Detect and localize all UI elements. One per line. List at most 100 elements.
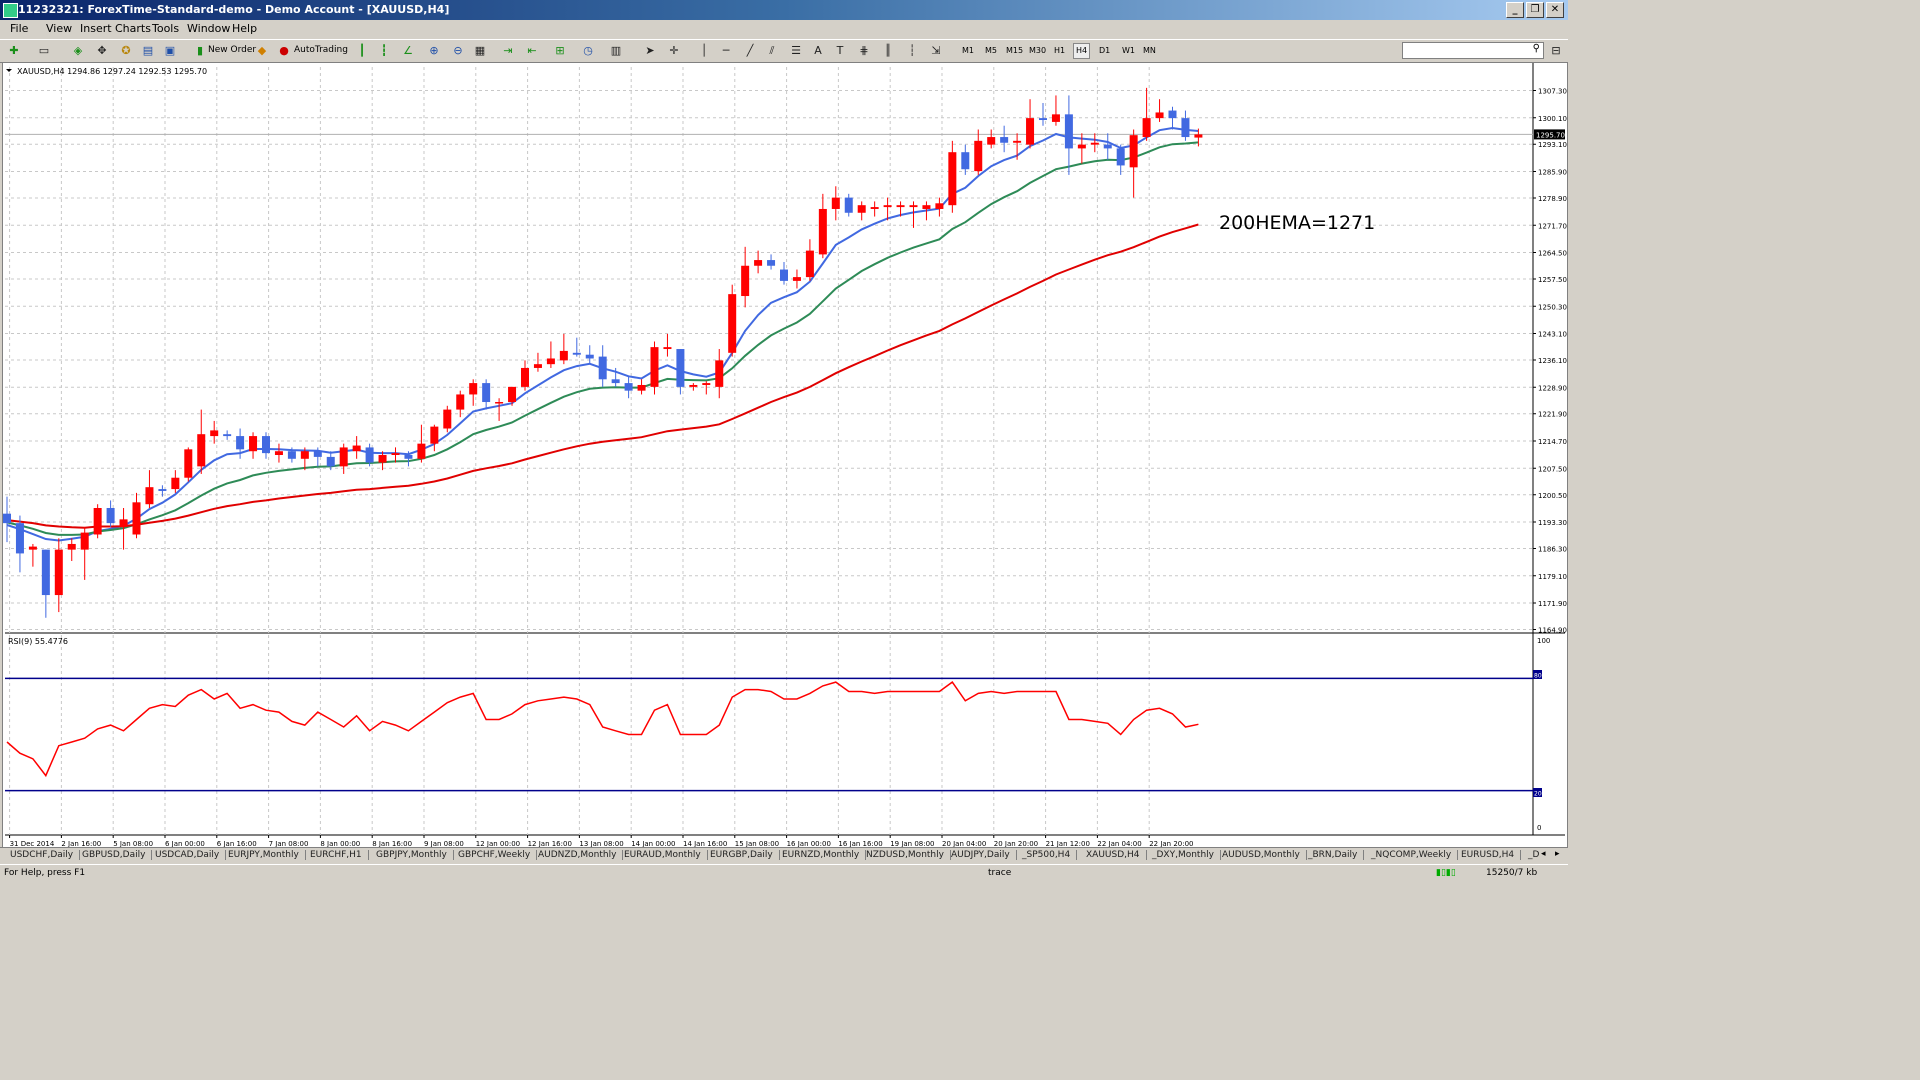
timeframe-h4[interactable]: H4 <box>1073 43 1091 59</box>
community-icon[interactable]: ⊟ <box>1551 44 1561 57</box>
horizontal-line-icon[interactable]: ─ <box>722 44 730 57</box>
tab-eurusd-h4[interactable]: EURUSD,H4 <box>1455 850 1522 860</box>
menu-charts[interactable]: Charts <box>115 22 151 35</box>
trendline-icon[interactable]: ╱ <box>746 44 754 57</box>
cursor-icon[interactable]: ➤ <box>645 44 655 57</box>
tab-usdchf-daily[interactable]: USDCHF,Daily <box>4 850 81 860</box>
minimize-button[interactable]: _ <box>1506 2 1524 18</box>
price-tick-label: 1293.10 <box>1538 141 1567 149</box>
zoom-out-icon[interactable]: ⊖ <box>453 44 463 57</box>
tabs-scroll-left-icon[interactable]: ◂ <box>1541 849 1546 859</box>
data-window-icon[interactable]: ✥ <box>97 44 107 57</box>
new-order-button[interactable]: New Order <box>208 45 257 55</box>
chart-shift-icon[interactable]: ⇤ <box>527 44 537 57</box>
tab-eurnzd-monthly[interactable]: EURNZD,Monthly <box>776 850 867 860</box>
tab-usdcad-daily[interactable]: USDCAD,Daily <box>149 850 227 860</box>
candle-body <box>922 205 931 209</box>
candle-body <box>689 384 698 387</box>
timeframe-m30[interactable]: M30 <box>1029 46 1047 55</box>
timeframe-w1[interactable]: W1 <box>1122 46 1135 55</box>
price-tick-label: 1186.30 <box>1538 545 1567 553</box>
ema-200-line <box>6 223 1199 529</box>
templates-icon[interactable]: ▥ <box>610 44 622 57</box>
autotrading-icon[interactable]: ● <box>279 44 289 57</box>
tab-nzdusd-monthly[interactable]: NZDUSD,Monthly <box>860 850 951 860</box>
candle-body <box>15 523 24 554</box>
text-label-icon[interactable]: T <box>836 44 844 57</box>
menu-help[interactable]: Help <box>232 22 258 35</box>
profiles-icon[interactable]: ▭ <box>38 44 50 57</box>
timeframe-d1[interactable]: D1 <box>1099 46 1111 55</box>
gann-icon[interactable]: ⋕ <box>859 44 869 57</box>
chart-canvas[interactable]: 1307.30 1300.10 1293.10 1285.90 1278.90 1271.… <box>3 63 1567 848</box>
tab-audusd-monthly[interactable]: AUDUSD,Monthly <box>1216 850 1307 860</box>
candle-body <box>521 367 529 387</box>
cycle-lines-icon[interactable]: ┆ <box>908 44 916 57</box>
tab-sp500-h4[interactable]: _SP500,H4 <box>1016 850 1078 860</box>
tester-icon[interactable]: ▣ <box>164 44 176 57</box>
timeframe-mn[interactable]: MN <box>1143 46 1156 55</box>
fibo-fan-icon[interactable]: ║ <box>884 44 892 57</box>
time-tick-label: 7 Jan 08:00 <box>269 840 309 847</box>
tab-brn-daily[interactable]: _BRN,Daily <box>1302 850 1365 860</box>
tab-dxy-monthly[interactable]: _DXY,Monthly <box>1146 850 1221 860</box>
candle-body <box>1000 137 1009 143</box>
close-button[interactable]: ✕ <box>1546 2 1564 18</box>
market-watch-icon[interactable]: ◈ <box>73 44 83 57</box>
menu-window[interactable]: Window <box>187 22 231 35</box>
menu-insert[interactable]: Insert <box>80 22 112 35</box>
tab-eurgbp-daily[interactable]: EURGBP,Daily <box>704 850 780 860</box>
arrows-icon[interactable]: ⇲ <box>931 44 941 57</box>
timeframe-m1[interactable]: M1 <box>962 46 974 55</box>
candle-body <box>365 447 374 463</box>
chart-menu-icon[interactable] <box>6 69 12 72</box>
tab-eurjpy-monthly[interactable]: EURJPY,Monthly <box>222 850 306 860</box>
tile-windows-icon[interactable]: ▦ <box>474 44 486 57</box>
timeframe-m5[interactable]: M5 <box>985 46 997 55</box>
equidistant-channel-icon[interactable]: ⫽ <box>769 44 775 57</box>
tabs-scroll-right-icon[interactable]: ▸ <box>1555 849 1560 859</box>
text-tool-icon[interactable]: A <box>814 44 822 57</box>
tab-euraud-monthly[interactable]: EURAUD,Monthly <box>618 850 708 860</box>
zoom-in-icon[interactable]: ⊕ <box>429 44 439 57</box>
timeframe-m15[interactable]: M15 <box>1006 46 1024 55</box>
restore-button[interactable]: ❐ <box>1526 2 1544 18</box>
menu-view[interactable]: View <box>46 22 73 35</box>
tab-gbpjpy-monthly[interactable]: GBPJPY,Monthly <box>370 850 454 860</box>
menu-file[interactable]: File <box>10 22 29 35</box>
candle-body <box>184 449 193 478</box>
navigator-icon[interactable]: ✪ <box>121 44 131 57</box>
search-input[interactable]: ⚲ <box>1402 42 1544 59</box>
vertical-line-icon[interactable]: │ <box>700 44 708 57</box>
tab-nqcomp-weekly[interactable]: _NQCOMP,Weekly <box>1365 850 1459 860</box>
candle-body <box>961 152 970 170</box>
metaeditor-icon[interactable]: ◆ <box>257 44 267 57</box>
bar-chart-icon[interactable]: ┃ <box>358 44 366 57</box>
tab-gbpchf-weekly[interactable]: GBPCHF,Weekly <box>452 850 538 860</box>
new-chart-icon[interactable]: ✚ <box>9 44 19 57</box>
crosshair-icon[interactable]: ✛ <box>669 44 679 57</box>
rsi-line <box>6 681 1199 778</box>
periods-icon[interactable]: ◷ <box>583 44 593 57</box>
chart-window[interactable]: 1307.30 1300.10 1293.10 1285.90 1278.90 1271.… <box>2 62 1568 848</box>
terminal-icon[interactable]: ▤ <box>142 44 154 57</box>
line-chart-icon[interactable]: ∠ <box>403 44 413 57</box>
tab-more[interactable]: _D <box>1528 850 1540 860</box>
candle-body <box>1194 134 1203 138</box>
time-tick-label: 2 Jan 16:00 <box>61 840 101 847</box>
timeframe-h1[interactable]: H1 <box>1054 46 1066 55</box>
fibonacci-icon[interactable]: ☰ <box>791 44 801 57</box>
autoscroll-icon[interactable]: ⇥ <box>503 44 513 57</box>
indicators-icon[interactable]: ⊞ <box>555 44 565 57</box>
tab-audnzd-monthly[interactable]: AUDNZD,Monthly <box>532 850 624 860</box>
new-order-icon[interactable]: ▮ <box>196 44 204 57</box>
search-icon[interactable]: ⚲ <box>1532 43 1540 54</box>
candlestick-icon[interactable]: ┇ <box>380 44 388 57</box>
tab-audjpy-daily[interactable]: AUDJPY,Daily <box>945 850 1017 860</box>
autotrading-button[interactable]: AutoTrading <box>294 45 348 55</box>
tab-xauusd-h4[interactable]: XAUUSD,H4 <box>1080 850 1147 860</box>
tab-eurchf-h1[interactable]: EURCHF,H1 <box>304 850 369 860</box>
candle-body <box>974 140 983 172</box>
menu-tools[interactable]: Tools <box>152 22 180 35</box>
tab-gbpusd-daily[interactable]: GBPUSD,Daily <box>76 850 153 860</box>
